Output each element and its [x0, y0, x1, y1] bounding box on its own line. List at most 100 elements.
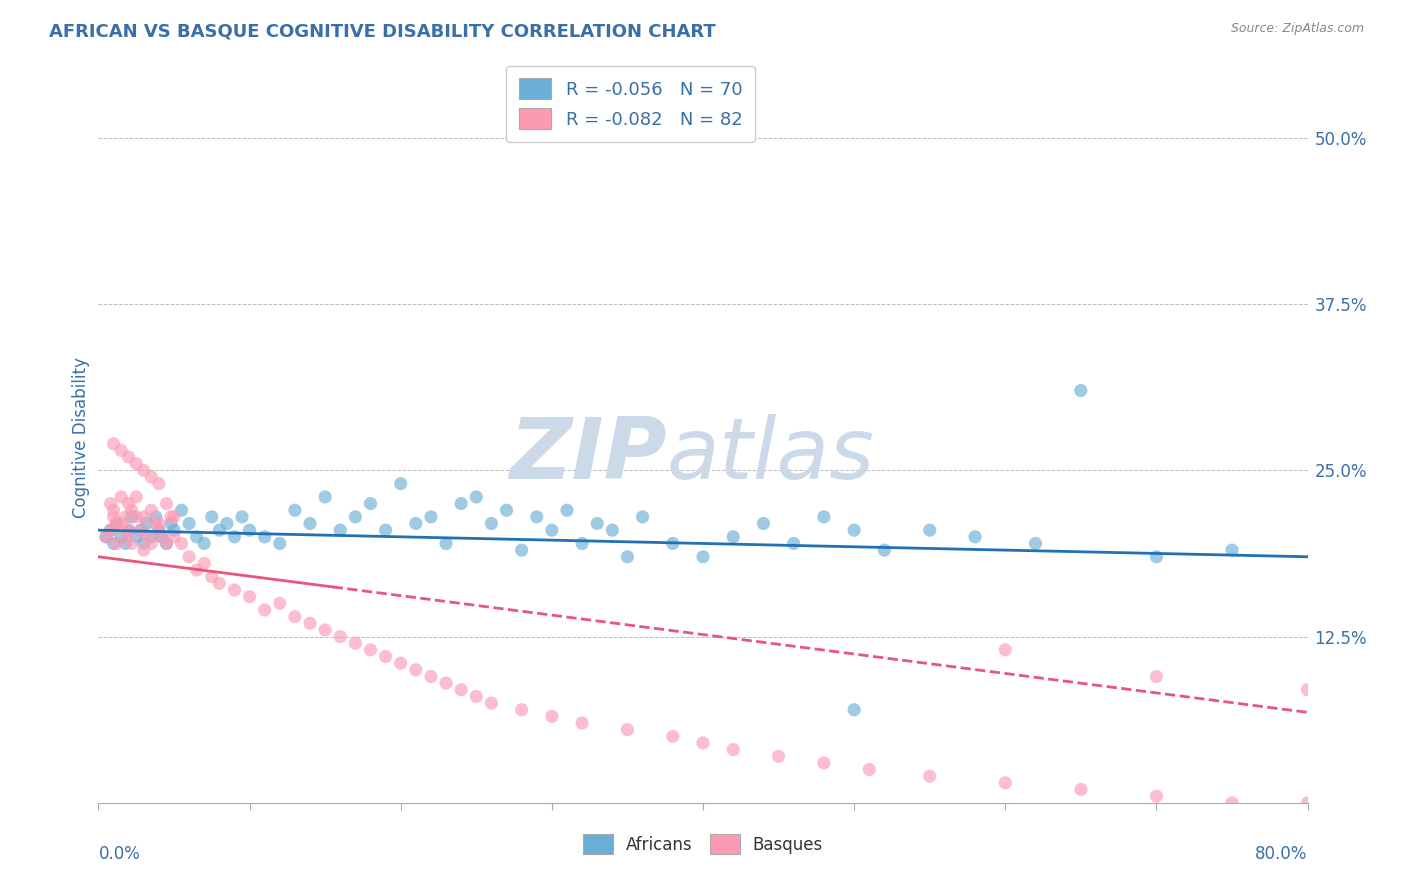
Point	[121, 503, 143, 517]
Point	[125, 457, 148, 471]
Point	[125, 490, 148, 504]
Point	[114, 509, 136, 524]
Point	[858, 763, 880, 777]
Point	[125, 509, 148, 524]
Point	[360, 643, 382, 657]
Point	[1024, 536, 1046, 550]
Point	[284, 609, 307, 624]
Point	[813, 509, 835, 524]
Point	[661, 536, 683, 550]
Point	[148, 523, 170, 537]
Point	[215, 516, 238, 531]
Point	[269, 536, 291, 550]
Point	[148, 476, 170, 491]
Point	[132, 543, 155, 558]
Point	[170, 503, 193, 517]
Point	[208, 523, 231, 537]
Point	[602, 523, 624, 537]
Point	[405, 663, 427, 677]
Point	[299, 616, 322, 631]
Point	[132, 463, 155, 477]
Point	[844, 703, 866, 717]
Text: 0.0%: 0.0%	[98, 845, 141, 863]
Point	[1220, 796, 1243, 810]
Point	[105, 516, 128, 531]
Point	[434, 676, 457, 690]
Point	[540, 523, 562, 537]
Point	[179, 549, 201, 564]
Point	[118, 523, 141, 537]
Point	[239, 523, 262, 537]
Point	[121, 509, 143, 524]
Point	[692, 549, 714, 564]
Point	[100, 523, 122, 537]
Point	[526, 509, 548, 524]
Point	[224, 582, 246, 597]
Point	[465, 490, 488, 504]
Point	[571, 716, 593, 731]
Point	[103, 536, 125, 550]
Legend: Africans, Basques: Africans, Basques	[576, 828, 830, 860]
Point	[1220, 543, 1243, 558]
Point	[163, 530, 186, 544]
Point	[201, 570, 224, 584]
Point	[768, 749, 790, 764]
Point	[253, 603, 276, 617]
Point	[692, 736, 714, 750]
Point	[94, 530, 117, 544]
Point	[723, 742, 745, 756]
Point	[118, 497, 141, 511]
Point	[145, 509, 167, 524]
Point	[374, 649, 396, 664]
Point	[616, 549, 638, 564]
Point	[118, 450, 141, 464]
Point	[994, 643, 1017, 657]
Point	[155, 536, 177, 550]
Point	[314, 490, 336, 504]
Point	[208, 576, 231, 591]
Point	[135, 530, 157, 544]
Point	[163, 523, 186, 537]
Point	[344, 636, 367, 650]
Point	[269, 596, 291, 610]
Point	[360, 497, 382, 511]
Point	[450, 497, 472, 511]
Point	[141, 503, 163, 517]
Point	[420, 669, 443, 683]
Point	[103, 503, 125, 517]
Point	[145, 516, 167, 531]
Point	[299, 516, 322, 531]
Point	[132, 536, 155, 550]
Text: AFRICAN VS BASQUE COGNITIVE DISABILITY CORRELATION CHART: AFRICAN VS BASQUE COGNITIVE DISABILITY C…	[49, 22, 716, 40]
Point	[239, 590, 262, 604]
Point	[110, 443, 132, 458]
Point	[844, 523, 866, 537]
Point	[100, 523, 122, 537]
Point	[150, 530, 173, 544]
Point	[918, 523, 941, 537]
Point	[631, 509, 654, 524]
Point	[1144, 669, 1167, 683]
Point	[163, 509, 186, 524]
Point	[114, 536, 136, 550]
Point	[1296, 796, 1319, 810]
Point	[420, 509, 443, 524]
Point	[141, 536, 163, 550]
Point	[994, 776, 1017, 790]
Point	[783, 536, 806, 550]
Text: Source: ZipAtlas.com: Source: ZipAtlas.com	[1230, 22, 1364, 36]
Point	[1070, 782, 1092, 797]
Point	[224, 530, 246, 544]
Point	[186, 530, 208, 544]
Text: ZIP: ZIP	[509, 414, 666, 497]
Point	[284, 503, 307, 517]
Text: 80.0%: 80.0%	[1256, 845, 1308, 863]
Point	[344, 509, 367, 524]
Point	[193, 536, 215, 550]
Point	[193, 557, 215, 571]
Point	[170, 536, 193, 550]
Point	[114, 530, 136, 544]
Point	[125, 530, 148, 544]
Point	[148, 516, 170, 531]
Point	[155, 536, 177, 550]
